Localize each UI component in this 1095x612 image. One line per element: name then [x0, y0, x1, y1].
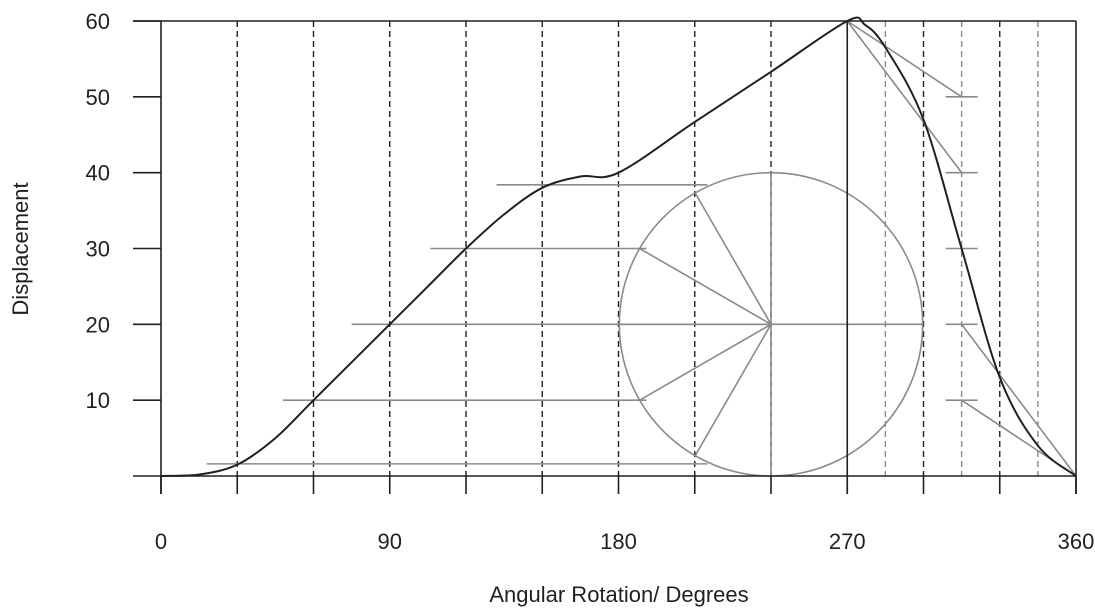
x-axis-title: Angular Rotation/ Degrees	[489, 582, 748, 607]
lift-construction	[206, 20, 1077, 477]
y-tick-label: 40	[86, 161, 110, 186]
return-fan-line	[960, 323, 1077, 477]
y-tick-label: 60	[86, 9, 110, 34]
tick-labels: 0 90 180 270 360 10 20 30 40 50 60	[86, 9, 1095, 554]
radial-line	[639, 323, 772, 401]
axis-ticks	[133, 20, 1077, 494]
y-tick-label: 30	[86, 237, 110, 262]
y-axis-title: Displacement	[8, 182, 33, 315]
radial-line	[694, 192, 772, 325]
radial-line	[694, 323, 772, 457]
x-tick-label: 0	[155, 529, 167, 554]
x-tick-label: 270	[829, 529, 866, 554]
radial-line	[639, 247, 772, 326]
y-tick-label: 10	[86, 388, 110, 413]
return-fan-line	[846, 20, 963, 98]
displacement-curve	[160, 16, 1077, 477]
x-tick-label: 180	[600, 529, 637, 554]
y-tick-label: 50	[86, 85, 110, 110]
x-tick-label: 360	[1058, 529, 1095, 554]
displacement-line	[160, 16, 1077, 477]
y-tick-label: 20	[86, 312, 110, 337]
x-tick-label: 90	[378, 529, 402, 554]
return-fan-line	[846, 20, 963, 174]
plot-frame	[133, 20, 1077, 494]
